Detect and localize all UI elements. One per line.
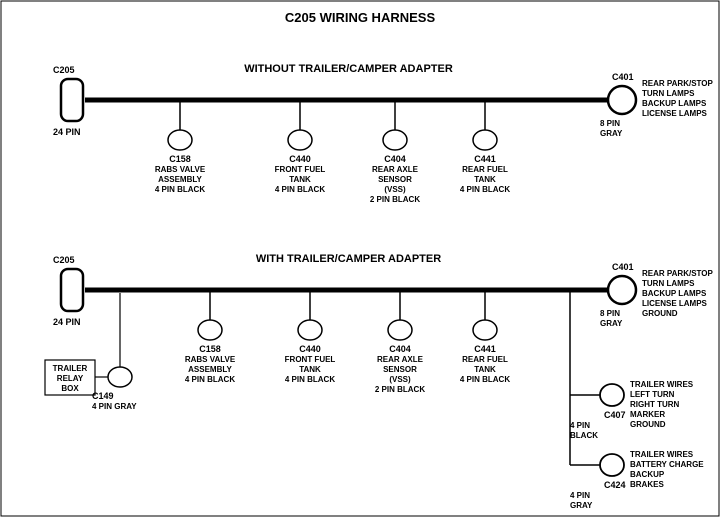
connector: [388, 320, 412, 340]
svg-text:C205: C205: [53, 255, 75, 265]
svg-text:RABS VALVE: RABS VALVE: [155, 165, 206, 174]
svg-text:4 PIN BLACK: 4 PIN BLACK: [460, 185, 510, 194]
svg-text:BACKUP LAMPS: BACKUP LAMPS: [642, 99, 707, 108]
svg-text:LICENSE LAMPS: LICENSE LAMPS: [642, 109, 708, 118]
svg-text:8 PIN: 8 PIN: [600, 119, 620, 128]
svg-text:BACKUP LAMPS: BACKUP LAMPS: [642, 289, 707, 298]
svg-text:C158: C158: [199, 344, 221, 354]
svg-text:GRAY: GRAY: [570, 501, 593, 510]
svg-text:REAR PARK/STOP: REAR PARK/STOP: [642, 269, 713, 278]
svg-text:SENSOR: SENSOR: [378, 175, 412, 184]
svg-text:RIGHT TURN: RIGHT TURN: [630, 400, 680, 409]
svg-text:BOX: BOX: [61, 384, 79, 393]
svg-text:TANK: TANK: [289, 175, 311, 184]
connector: [473, 130, 497, 150]
connector-c149: [108, 367, 132, 387]
connector-c401: [608, 86, 636, 114]
svg-text:4 PIN BLACK: 4 PIN BLACK: [460, 375, 510, 384]
svg-text:REAR PARK/STOP: REAR PARK/STOP: [642, 79, 713, 88]
svg-text:BACKUP: BACKUP: [630, 470, 665, 479]
svg-text:LICENSE LAMPS: LICENSE LAMPS: [642, 299, 708, 308]
svg-text:LEFT TURN: LEFT TURN: [630, 390, 675, 399]
svg-text:(VSS): (VSS): [389, 375, 411, 384]
connector: [288, 130, 312, 150]
connector: [600, 384, 624, 406]
svg-text:C440: C440: [299, 344, 321, 354]
connector-c205: [61, 79, 83, 121]
svg-text:4 PIN GRAY: 4 PIN GRAY: [92, 402, 137, 411]
svg-text:2 PIN BLACK: 2 PIN BLACK: [375, 385, 425, 394]
section-subtitle: WITHOUT TRAILER/CAMPER ADAPTER: [244, 63, 453, 75]
svg-text:TANK: TANK: [299, 365, 321, 374]
section-subtitle: WITH TRAILER/CAMPER ADAPTER: [256, 253, 441, 265]
svg-text:(VSS): (VSS): [384, 185, 406, 194]
connector: [383, 130, 407, 150]
svg-text:4 PIN: 4 PIN: [570, 491, 590, 500]
svg-text:4 PIN BLACK: 4 PIN BLACK: [285, 375, 335, 384]
svg-text:SENSOR: SENSOR: [383, 365, 417, 374]
svg-text:TANK: TANK: [474, 175, 496, 184]
wiring-diagram: C205 WIRING HARNESS WITHOUT TRAILER/CAMPE…: [0, 0, 720, 517]
svg-text:C440: C440: [289, 154, 311, 164]
svg-text:ASSEMBLY: ASSEMBLY: [188, 365, 232, 374]
svg-text:24 PIN: 24 PIN: [53, 317, 81, 327]
svg-text:BRAKES: BRAKES: [630, 480, 664, 489]
svg-text:C441: C441: [474, 344, 496, 354]
svg-text:C149: C149: [92, 391, 114, 401]
svg-text:BATTERY CHARGE: BATTERY CHARGE: [630, 460, 704, 469]
svg-text:RELAY: RELAY: [57, 374, 84, 383]
svg-text:TURN LAMPS: TURN LAMPS: [642, 279, 695, 288]
svg-text:GROUND: GROUND: [630, 420, 666, 429]
svg-text:4 PIN: 4 PIN: [570, 421, 590, 430]
connector: [473, 320, 497, 340]
svg-text:C404: C404: [389, 344, 411, 354]
svg-text:C401: C401: [612, 262, 634, 272]
svg-text:C205: C205: [53, 65, 75, 75]
svg-text:TRAILER: TRAILER: [53, 364, 88, 373]
svg-text:TANK: TANK: [474, 365, 496, 374]
svg-text:REAR AXLE: REAR AXLE: [372, 165, 419, 174]
svg-text:TRAILER WIRES: TRAILER WIRES: [630, 380, 694, 389]
connector-c401: [608, 276, 636, 304]
svg-text:GROUND: GROUND: [642, 309, 678, 318]
connector: [600, 454, 624, 476]
svg-text:TRAILER WIRES: TRAILER WIRES: [630, 450, 694, 459]
svg-text:TURN LAMPS: TURN LAMPS: [642, 89, 695, 98]
svg-text:4 PIN BLACK: 4 PIN BLACK: [275, 185, 325, 194]
svg-text:4 PIN BLACK: 4 PIN BLACK: [185, 375, 235, 384]
svg-text:RABS VALVE: RABS VALVE: [185, 355, 236, 364]
svg-text:REAR FUEL: REAR FUEL: [462, 355, 508, 364]
connector: [298, 320, 322, 340]
connector: [198, 320, 222, 340]
svg-text:C401: C401: [612, 72, 634, 82]
svg-text:8 PIN: 8 PIN: [600, 309, 620, 318]
svg-text:REAR FUEL: REAR FUEL: [462, 165, 508, 174]
svg-text:FRONT FUEL: FRONT FUEL: [275, 165, 326, 174]
svg-text:C441: C441: [474, 154, 496, 164]
connector-c205: [61, 269, 83, 311]
svg-text:ASSEMBLY: ASSEMBLY: [158, 175, 202, 184]
svg-text:REAR AXLE: REAR AXLE: [377, 355, 424, 364]
svg-text:C158: C158: [169, 154, 191, 164]
svg-text:GRAY: GRAY: [600, 319, 623, 328]
svg-text:MARKER: MARKER: [630, 410, 665, 419]
svg-text:4 PIN BLACK: 4 PIN BLACK: [155, 185, 205, 194]
connector: [168, 130, 192, 150]
svg-text:2 PIN BLACK: 2 PIN BLACK: [370, 195, 420, 204]
diagram-title: C205 WIRING HARNESS: [285, 10, 436, 25]
svg-text:C424: C424: [604, 480, 626, 490]
svg-text:BLACK: BLACK: [570, 431, 598, 440]
svg-text:24 PIN: 24 PIN: [53, 127, 81, 137]
svg-text:C407: C407: [604, 410, 626, 420]
svg-text:GRAY: GRAY: [600, 129, 623, 138]
svg-text:FRONT FUEL: FRONT FUEL: [285, 355, 336, 364]
svg-text:C404: C404: [384, 154, 406, 164]
